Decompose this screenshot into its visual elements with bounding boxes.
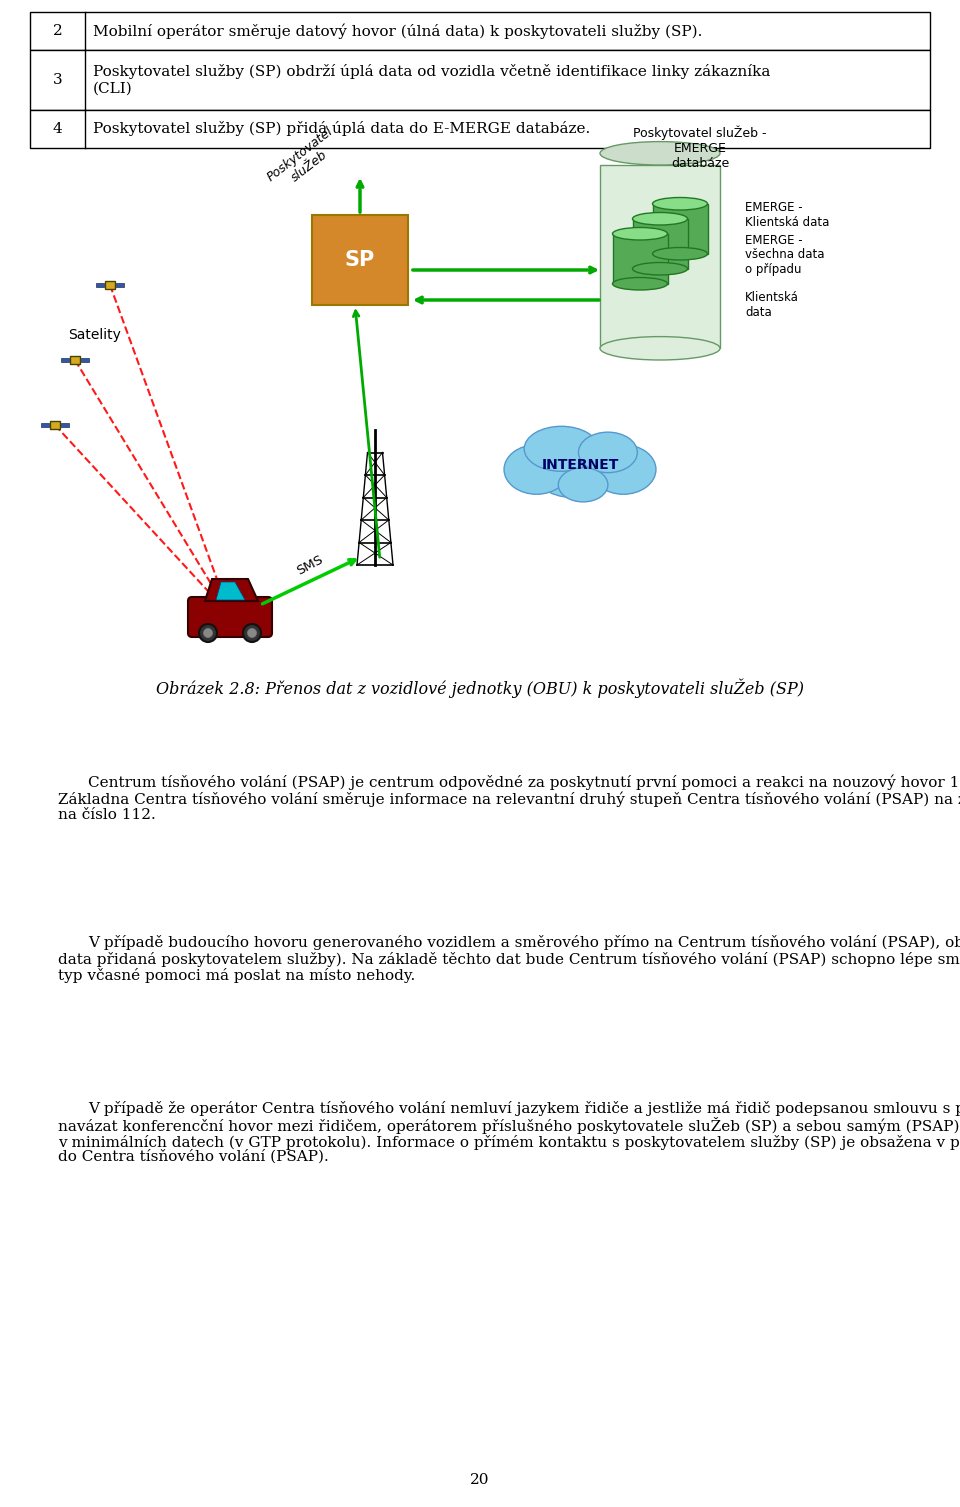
Ellipse shape (600, 336, 720, 360)
Ellipse shape (579, 433, 637, 473)
Bar (81, 359, 89, 362)
Bar (50, 420, 60, 429)
Text: 3: 3 (53, 72, 62, 87)
Bar (653, 203, 708, 253)
Bar (612, 234, 667, 283)
Circle shape (204, 628, 212, 637)
Bar (105, 282, 115, 289)
Bar (115, 283, 124, 286)
Ellipse shape (612, 277, 667, 289)
Bar (600, 164, 720, 348)
Ellipse shape (633, 262, 687, 274)
Text: INTERNET: INTERNET (541, 458, 618, 472)
Ellipse shape (524, 426, 599, 472)
Text: Základna Centra tísňového volání směruje informace na relevantní druhý stupeň Ce: Základna Centra tísňového volání směruje… (58, 791, 960, 808)
Ellipse shape (612, 228, 667, 240)
Text: 2: 2 (53, 24, 62, 38)
Text: 4: 4 (53, 122, 62, 136)
Text: data přidaná poskytovatelem služby). Na základě těchto dat bude Centrum tísňovéh: data přidaná poskytovatelem služby). Na … (58, 951, 960, 967)
Ellipse shape (633, 212, 687, 225)
Text: Poskytovatel
sluŽeb: Poskytovatel sluŽeb (265, 125, 345, 196)
Text: 20: 20 (470, 1472, 490, 1487)
Text: do Centra tísňového volání (PSAP).: do Centra tísňového volání (PSAP). (58, 1150, 328, 1163)
Text: Mobilní operátor směruje datový hovor (úlná data) k poskytovateli služby (SP).: Mobilní operátor směruje datový hovor (ú… (93, 23, 703, 39)
Ellipse shape (530, 433, 614, 497)
Polygon shape (216, 582, 245, 600)
Bar (96, 283, 105, 286)
Text: Klientská
data: Klientská data (745, 291, 799, 319)
Ellipse shape (559, 467, 608, 502)
FancyBboxPatch shape (312, 216, 408, 304)
Bar (633, 219, 687, 268)
Bar (60, 423, 69, 426)
Ellipse shape (504, 445, 569, 494)
Ellipse shape (653, 247, 708, 261)
Bar (30, 50, 930, 110)
Circle shape (243, 624, 261, 642)
Bar (30, 110, 930, 148)
Text: navázat konferencční hovor mezi řidičem, operátorem příslušného poskytovatele sl: navázat konferencční hovor mezi řidičem,… (58, 1117, 960, 1133)
Bar (41, 423, 49, 426)
Text: Satelity: Satelity (68, 329, 121, 342)
Polygon shape (205, 579, 258, 601)
Circle shape (199, 624, 217, 642)
Circle shape (248, 628, 256, 637)
Text: EMERGE -
všechna data
o případu: EMERGE - všechna data o případu (745, 234, 825, 276)
Text: typ včasné pomoci má poslat na místo nehody.: typ včasné pomoci má poslat na místo neh… (58, 967, 416, 983)
Text: v minimálních datech (v GTP protokolu). Informace o přímém kontaktu s poskytovat: v minimálních datech (v GTP protokolu). … (58, 1133, 960, 1150)
Ellipse shape (590, 445, 656, 494)
Text: SP: SP (345, 250, 375, 270)
FancyBboxPatch shape (188, 597, 272, 637)
Text: V případě budoucího hovoru generovaného vozidlem a směrového přímo na Centrum tí: V případě budoucího hovoru generovaného … (88, 934, 960, 949)
Text: Poskytovatel služby (SP) přidá úplá data do E-MERGE databáze.: Poskytovatel služby (SP) přidá úplá data… (93, 122, 590, 137)
Text: SMS: SMS (295, 553, 325, 577)
Ellipse shape (653, 197, 708, 209)
Bar (70, 356, 80, 363)
Bar (30, 12, 930, 50)
Bar (61, 359, 69, 362)
Text: EMERGE -
Klientská data: EMERGE - Klientská data (745, 200, 829, 229)
Ellipse shape (600, 142, 720, 164)
Text: Poskytovatel sluŽeb -
EMERGE
databáze: Poskytovatel sluŽeb - EMERGE databáze (634, 125, 767, 170)
Text: na číslo 112.: na číslo 112. (58, 808, 156, 821)
Text: Centrum tísňového volání (PSAP) je centrum odpovědné za poskytnutí první pomoci : Centrum tísňového volání (PSAP) je centr… (88, 775, 960, 791)
Text: Obrázek 2.8: Přenos dat z vozidlové jednotky (OBU) k poskytovateli sluŽeb (SP): Obrázek 2.8: Přenos dat z vozidlové jedn… (156, 678, 804, 698)
Text: V případě že operátor Centra tísňového volání nemluví jazykem řidiče a jestliže : V případě že operátor Centra tísňového v… (88, 1100, 960, 1115)
Text: Poskytovatel služby (SP) obdrží úplá data od vozidla včetně identifikace linky z: Poskytovatel služby (SP) obdrží úplá dat… (93, 65, 770, 95)
